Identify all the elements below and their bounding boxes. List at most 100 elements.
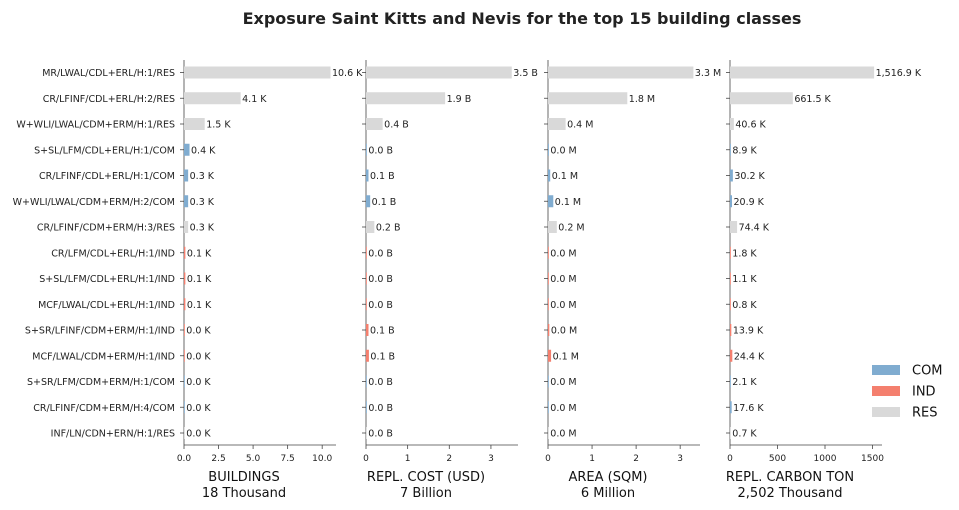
- category-label: CR/LFM/CDL+ERL/H:1/IND: [51, 248, 175, 259]
- bar-value-label: 8.9 K: [732, 145, 757, 156]
- legend-swatch-com: [872, 365, 900, 375]
- bar-value-label: 0.0 B: [368, 403, 393, 414]
- bar-ind: [184, 298, 186, 311]
- bar-value-label: 0.0 K: [186, 351, 211, 362]
- bar-value-label: 1.5 K: [206, 120, 231, 131]
- legend-label: COM: [912, 364, 943, 379]
- bar-value-label: 0.0 B: [368, 429, 393, 440]
- x-tick-label: 5.0: [246, 454, 261, 464]
- bar-value-label: 0.0 B: [368, 274, 393, 285]
- bar-value-label: 0.1 M: [555, 197, 581, 208]
- bar-res: [548, 427, 549, 439]
- bar-value-label: 24.4 K: [734, 351, 765, 362]
- x-tick-label: 3: [677, 454, 683, 464]
- bar-value-label: 3.5 B: [513, 68, 538, 79]
- bar-res: [730, 427, 731, 439]
- bar-value-label: 0.2 M: [558, 223, 584, 234]
- chart-title: Exposure Saint Kitts and Nevis for the t…: [243, 9, 802, 28]
- bar-value-label: 0.4 B: [384, 120, 409, 131]
- category-label: S+SL/LFM/CDL+ERL/H:1/COM: [34, 145, 175, 156]
- bar-com: [730, 169, 733, 182]
- legend-swatch-res: [872, 407, 900, 417]
- bar-value-label: 0.0 B: [368, 300, 393, 311]
- x-tick-label: 1000: [814, 454, 837, 464]
- x-axis-label: REPL. COST (USD): [367, 470, 485, 485]
- bar-ind: [184, 324, 185, 336]
- bar-ind: [184, 246, 186, 259]
- legend-label: IND: [912, 385, 936, 400]
- bar-com: [730, 401, 732, 414]
- bar-com: [548, 401, 549, 414]
- bar-value-label: 0.1 B: [370, 351, 395, 362]
- bar-res: [730, 118, 734, 130]
- bar-value-label: 0.8 K: [732, 300, 757, 311]
- bar-ind: [548, 349, 552, 362]
- bar-value-label: 0.1 K: [187, 248, 212, 259]
- bar-res: [366, 427, 367, 439]
- category-label: CR/LFINF/CDM+ERM/H:3/RES: [37, 223, 175, 234]
- category-label: S+SR/LFM/CDM+ERM/H:1/COM: [27, 377, 175, 388]
- bar-com: [366, 375, 367, 388]
- bar-value-label: 0.0 B: [368, 145, 393, 156]
- bar-value-label: 661.5 K: [794, 94, 831, 105]
- bar-com: [730, 375, 731, 388]
- bar-ind: [730, 324, 732, 336]
- category-label: S+SL/LFM/CDL+ERL/H:1/IND: [39, 274, 175, 285]
- bar-ind: [366, 324, 369, 336]
- bar-value-label: 0.0 B: [368, 377, 393, 388]
- bar-com: [548, 195, 554, 208]
- bar-value-label: 0.0 K: [186, 403, 211, 414]
- legend-label: RES: [912, 406, 938, 421]
- bar-com: [548, 143, 549, 156]
- bar-ind: [730, 246, 731, 259]
- bar-ind: [366, 349, 369, 362]
- bar-value-label: 0.1 B: [372, 197, 397, 208]
- bar-value-label: 0.0 K: [186, 326, 211, 337]
- bar-value-label: 0.1 M: [553, 351, 579, 362]
- bar-res: [548, 92, 628, 105]
- bar-value-label: 1,516.9 K: [876, 68, 922, 79]
- x-axis-label: BUILDINGS: [208, 470, 279, 485]
- x-tick-label: 3: [488, 454, 494, 464]
- legend-swatch-ind: [872, 386, 900, 396]
- bar-res: [730, 66, 875, 79]
- bar-com: [366, 169, 369, 182]
- bar-res: [184, 221, 189, 233]
- x-tick-label: 0: [727, 454, 733, 464]
- bar-res: [548, 118, 566, 130]
- bar-com: [366, 401, 367, 414]
- bar-ind: [184, 349, 185, 362]
- category-label: W+WLI/LWAL/CDM+ERM/H:2/COM: [13, 197, 175, 208]
- bar-res: [184, 427, 185, 439]
- bar-res: [730, 221, 738, 233]
- bar-value-label: 1.1 K: [732, 274, 757, 285]
- x-axis-total: 2,502 Thousand: [738, 486, 843, 501]
- bar-com: [184, 143, 190, 156]
- bar-com: [184, 401, 185, 414]
- category-label: MCF/LWAL/CDM+ERM/H:1/IND: [32, 351, 175, 362]
- bar-value-label: 0.3 K: [190, 197, 215, 208]
- bar-value-label: 0.1 B: [370, 326, 395, 337]
- bar-ind: [548, 298, 549, 311]
- category-label: CR/LFINF/CDL+ERL/H:1/COM: [39, 171, 175, 182]
- bar-res: [366, 92, 446, 105]
- bar-com: [730, 143, 731, 156]
- bar-com: [184, 375, 185, 388]
- bar-ind: [548, 272, 549, 285]
- bar-value-label: 20.9 K: [733, 197, 764, 208]
- bar-ind: [730, 272, 731, 285]
- bar-com: [184, 195, 189, 208]
- bar-value-label: 0.1 M: [552, 171, 578, 182]
- bar-ind: [366, 272, 367, 285]
- bar-value-label: 0.0 M: [550, 274, 576, 285]
- bar-value-label: 3.3 M: [695, 68, 721, 79]
- x-tick-label: 7.5: [280, 454, 294, 464]
- bar-ind: [184, 272, 186, 285]
- bar-value-label: 0.0 M: [550, 377, 576, 388]
- category-label: INF/LN/CDN+ERN/H:1/RES: [51, 429, 175, 440]
- x-tick-label: 0: [363, 454, 369, 464]
- x-axis-label: AREA (SQM): [568, 470, 647, 485]
- bar-ind: [730, 298, 731, 311]
- bar-value-label: 0.0 M: [550, 145, 576, 156]
